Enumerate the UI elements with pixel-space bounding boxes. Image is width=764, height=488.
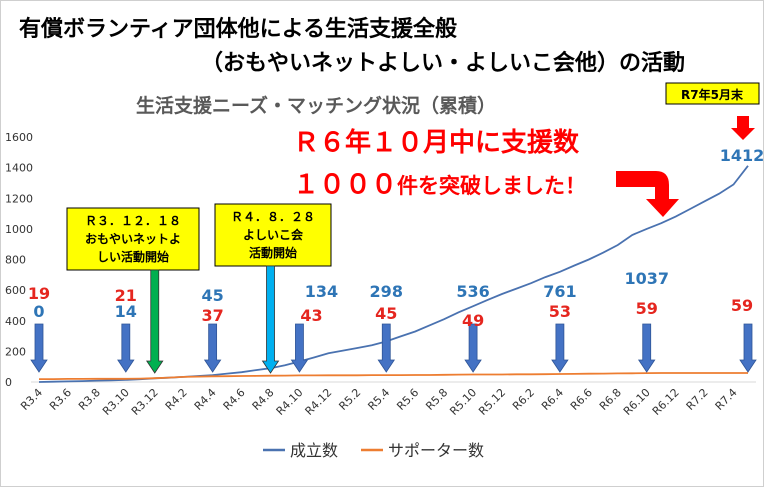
data-label-cases: 761 xyxy=(543,282,576,301)
data-label-supporters: 19 xyxy=(28,284,50,303)
x-tick-label: R4.10 xyxy=(274,386,306,418)
data-label-supporters: 49 xyxy=(462,311,484,330)
x-tick-label: R3.10 xyxy=(100,386,132,418)
marker-arrow xyxy=(30,323,48,373)
milestone-note-line-1: Ｒ６年１０月中に支援数 xyxy=(293,127,580,158)
data-label-cases: 298 xyxy=(370,282,403,301)
legend-label-cases: 成立数 xyxy=(290,441,338,460)
y-axis: 0 200 400 600 800 1000 1200 1400 1600 xyxy=(5,131,33,389)
data-label-cases: 0 xyxy=(33,302,44,321)
series-line-supporters xyxy=(39,372,748,381)
callout-text: しい活動開始 xyxy=(97,249,169,264)
data-label-supporters: 37 xyxy=(201,306,223,325)
title-line-1: 有償ボランティア団体他による生活支援全般 xyxy=(19,16,457,42)
x-tick-label: R3.12 xyxy=(129,386,161,418)
marker-arrow xyxy=(551,323,569,373)
callout-text: おもやいネットよ xyxy=(85,232,181,246)
x-tick-label: R6.2 xyxy=(510,386,537,413)
x-tick-label: R5.12 xyxy=(476,386,508,418)
marker-arrow xyxy=(117,323,135,373)
x-tick-label: R7.2 xyxy=(684,386,711,413)
callout-box xyxy=(66,207,200,271)
callout-text: 活動開始 xyxy=(249,245,297,260)
milestone-arrow xyxy=(616,171,679,217)
marker-arrow xyxy=(203,323,222,373)
x-tick-label: R5.6 xyxy=(394,386,421,413)
data-label-cases: 45 xyxy=(201,286,223,305)
data-label-cases: 1412 xyxy=(720,146,764,165)
x-tick-label: R4.2 xyxy=(163,386,190,413)
y-tick-label: 1000 xyxy=(5,223,33,236)
marker-arrow xyxy=(377,323,396,373)
milestone-note-number: １０００ xyxy=(293,170,397,200)
data-label-cases: 536 xyxy=(456,282,489,301)
marker-arrow xyxy=(637,323,656,373)
x-tick-label: R7.4 xyxy=(713,386,740,413)
data-label-cases: 14 xyxy=(115,302,137,321)
x-tick-label: R3.4 xyxy=(18,386,45,413)
marker-arrow xyxy=(739,323,757,373)
data-label-cases: 134 xyxy=(305,282,338,301)
x-tick-label: R5.2 xyxy=(336,386,363,413)
marker-arrow xyxy=(290,323,309,373)
y-tick-label: 1600 xyxy=(5,131,33,144)
data-label-supporters: 59 xyxy=(731,296,753,315)
series-group xyxy=(38,165,749,383)
data-label-supporters: 53 xyxy=(549,302,571,321)
data-label-supporters: 45 xyxy=(375,304,397,323)
x-tick-label: R5.10 xyxy=(447,386,479,418)
callout-arrow xyxy=(261,265,280,374)
callout-box xyxy=(214,203,332,267)
latest-label-box xyxy=(665,82,760,105)
x-tick-label: R4.6 xyxy=(221,386,248,413)
y-tick-label: 400 xyxy=(5,315,26,328)
marker-arrows xyxy=(30,323,757,373)
x-tick-label: R5.4 xyxy=(365,386,392,413)
title-line-2: （おもやいネットよしい・よしいこ会他）の活動 xyxy=(201,50,685,76)
callout-arrow xyxy=(146,269,164,374)
data-label-supporters: 43 xyxy=(300,306,322,325)
callout-text: Ｒ３．１２．１８ xyxy=(85,214,181,228)
marker-arrow xyxy=(464,323,482,373)
x-tick-label: R6.10 xyxy=(621,386,653,418)
callout-text: Ｒ４．８．２８ xyxy=(231,210,315,224)
x-tick-label: R3.6 xyxy=(47,386,74,413)
x-tick-label: R6.12 xyxy=(650,386,682,418)
callout-text: よしいこ会 xyxy=(243,227,304,242)
y-tick-label: 1400 xyxy=(5,162,33,175)
milestone-note-line-2: １０００件を突破しました！ xyxy=(293,170,586,200)
data-label-supporters: 59 xyxy=(636,299,658,318)
y-tick-label: 0 xyxy=(5,376,12,389)
chart-subtitle: 生活支援ニーズ・マッチング状況（累積） xyxy=(136,94,496,117)
y-tick-label: 800 xyxy=(5,254,26,267)
data-label-supporters: 21 xyxy=(115,286,137,305)
latest-label-arrow xyxy=(731,116,755,140)
latest-label: R7年5月末 xyxy=(681,87,744,102)
x-tick-label: R4.4 xyxy=(192,386,219,413)
x-tick-label: R6.6 xyxy=(568,386,595,413)
legend: 成立数 サポーター数 xyxy=(263,441,484,460)
milestone-note-suffix: 件を突破しました！ xyxy=(397,174,586,198)
data-label-cases: 1037 xyxy=(624,269,669,288)
y-tick-label: 1200 xyxy=(5,192,33,205)
y-tick-label: 600 xyxy=(5,284,26,297)
y-tick-label: 200 xyxy=(5,345,26,358)
legend-label-supporters: サポーター数 xyxy=(388,441,484,460)
x-tick-label: R4.12 xyxy=(303,386,335,418)
x-tick-label: R6.4 xyxy=(539,386,566,413)
